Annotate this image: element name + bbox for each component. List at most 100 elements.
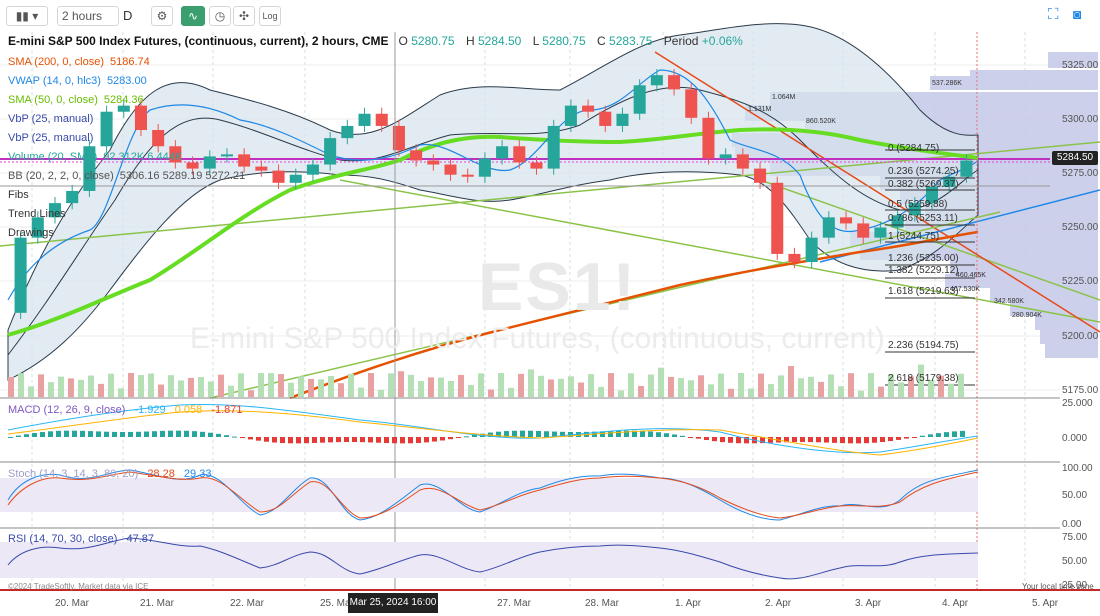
macd-histogram-bar [760, 437, 765, 444]
candle-body [100, 111, 113, 147]
volume-bar [488, 389, 494, 397]
macd-histogram-bar [48, 431, 53, 437]
candle-body [375, 113, 388, 126]
candle-body [461, 174, 474, 177]
time-tick-label: 22. Mar [230, 598, 264, 609]
macd-histogram-bar [336, 437, 341, 443]
volume-bar [758, 373, 764, 397]
indicator-row[interactable]: VWAP (14, 0, hlc3) 5283.00 [8, 75, 153, 87]
indicator-value: 5284.36 [103, 94, 144, 106]
macd-histogram-bar [160, 430, 165, 437]
indicator-row[interactable]: VbP (25, manual) [8, 113, 99, 125]
macd-histogram-bar [656, 432, 661, 437]
volume-bar [438, 377, 444, 397]
macd-histogram-bar [128, 431, 133, 437]
candles-icon: ▮▮ ▾ [15, 9, 39, 23]
volume-bar [688, 380, 694, 397]
volume-bar [298, 376, 304, 397]
macd-histogram-bar [728, 437, 733, 443]
macd-histogram-bar [64, 430, 69, 437]
volume-bar [328, 375, 334, 397]
indicator-value: 5306.16 5289.19 5272.21 [119, 170, 246, 182]
volume-bar [198, 377, 204, 397]
candle-body [324, 138, 337, 165]
macd-histogram-bar [896, 437, 901, 440]
macd-histogram-bar [864, 437, 869, 444]
indicator-label: Fibs [8, 189, 29, 201]
volume-bar [528, 369, 534, 397]
timezone-text[interactable]: Your local time zone [1022, 582, 1094, 591]
macd-histogram-bar [880, 437, 885, 443]
vbp-volume-label: 1.131M [748, 106, 772, 113]
chart-type-letter[interactable]: D [123, 8, 133, 23]
indicator-row[interactable]: Drawings [8, 227, 60, 239]
volume-bar [68, 378, 74, 397]
copyright-text: ©2024 TradeSoftly, Market data via ICE [8, 582, 149, 591]
candle-body [358, 113, 371, 126]
macd-histogram [8, 430, 965, 444]
candle-body [272, 170, 285, 183]
toolbar: ▮▮ ▾ 2 hours D ⚙ ∿ ◷ ✣ Log ⛶ ◙ [0, 0, 1100, 32]
volume-bar [248, 390, 254, 397]
time-button[interactable]: ◷ [209, 6, 231, 26]
rsi-tick-50: 50.00 [1062, 556, 1088, 567]
indicator-row[interactable]: BB (20, 2, 2, 0, close) 5306.16 5289.19 5… [8, 170, 251, 182]
chart-type-button[interactable]: ▮▮ ▾ [6, 6, 48, 26]
indicator-row[interactable]: Volume (20, SMA) 92.312K 6.444K [8, 151, 188, 163]
indicator-row[interactable]: VbP (25, manual) [8, 132, 99, 144]
indicator-value: 92.312K 6.444K [103, 151, 183, 163]
indicator-row[interactable]: SMA (200, 0, close) 5186.74 [8, 56, 156, 68]
macd-histogram-bar [520, 430, 525, 437]
vbp-volume-label: 460.465K [956, 272, 986, 279]
macd-histogram-bar [952, 431, 957, 437]
interval-select[interactable]: 2 hours [57, 6, 119, 26]
settings-button[interactable]: ⚙ [151, 6, 173, 26]
vbp-volume-label: 280.904K [1012, 312, 1042, 319]
volume-bar [418, 381, 424, 397]
candle-body [496, 146, 509, 159]
vbp-volume-label: 860.520K [806, 118, 836, 125]
macd-histogram-bar [448, 437, 453, 440]
indicator-row[interactable]: Fibs [8, 189, 35, 201]
volume-bar [458, 374, 464, 397]
candle-body [478, 158, 491, 177]
volume-bar [88, 375, 94, 397]
macd-histogram-bar [280, 437, 285, 444]
macd-histogram-bar [184, 430, 189, 437]
indicator-button[interactable]: ∿ [181, 6, 205, 26]
macd-histogram-bar [272, 437, 277, 443]
volume-bar [698, 375, 704, 397]
macd-histogram-bar [472, 434, 477, 437]
macd-histogram-bar [96, 431, 101, 437]
price-tick-label: 5300.00 [1062, 114, 1099, 125]
macd-signal-line [7, 410, 979, 456]
log-scale-button[interactable]: Log [259, 6, 281, 26]
period-value: +0.06% [701, 34, 743, 48]
indicator-row[interactable]: SMA (50, 0, close) 5284.36 [8, 94, 150, 106]
volume-bar [518, 373, 524, 397]
low-value: 5280.75 [542, 34, 586, 48]
camera-icon[interactable]: ◙ [1073, 6, 1082, 22]
volume-bar [798, 378, 804, 397]
gear-icon: ⚙ [156, 9, 168, 23]
indicator-row[interactable]: Trend Lines [8, 208, 72, 220]
macd-histogram-bar [872, 437, 877, 443]
macd-histogram-bar [544, 431, 549, 437]
stoch-legend: Stoch (14, 3, 14, 3, 80, 20) 28.28 29.33 [8, 468, 217, 480]
macd-histogram-bar [32, 433, 37, 437]
price-tick-label: 5175.00 [1062, 385, 1099, 396]
indicator-label: VbP (25, manual) [8, 113, 94, 125]
crosshair-icon: ✣ [238, 9, 250, 23]
fib-level-label: 2.236 (5194.75) [888, 340, 959, 351]
macd-histogram-bar [888, 437, 893, 442]
rsi-tick-25: 25.00 [1062, 580, 1088, 591]
drawing-tool-button[interactable]: ✣ [233, 6, 255, 26]
time-tick-label: 2. Apr [765, 598, 792, 609]
volume-bar [408, 374, 414, 397]
volume-bar [468, 385, 474, 397]
vbp-volume-label: 537.286K [932, 80, 962, 87]
fullscreen-icon[interactable]: ⛶ [1048, 6, 1059, 23]
clock-icon: ◷ [214, 9, 226, 23]
volume-bar [148, 373, 154, 397]
